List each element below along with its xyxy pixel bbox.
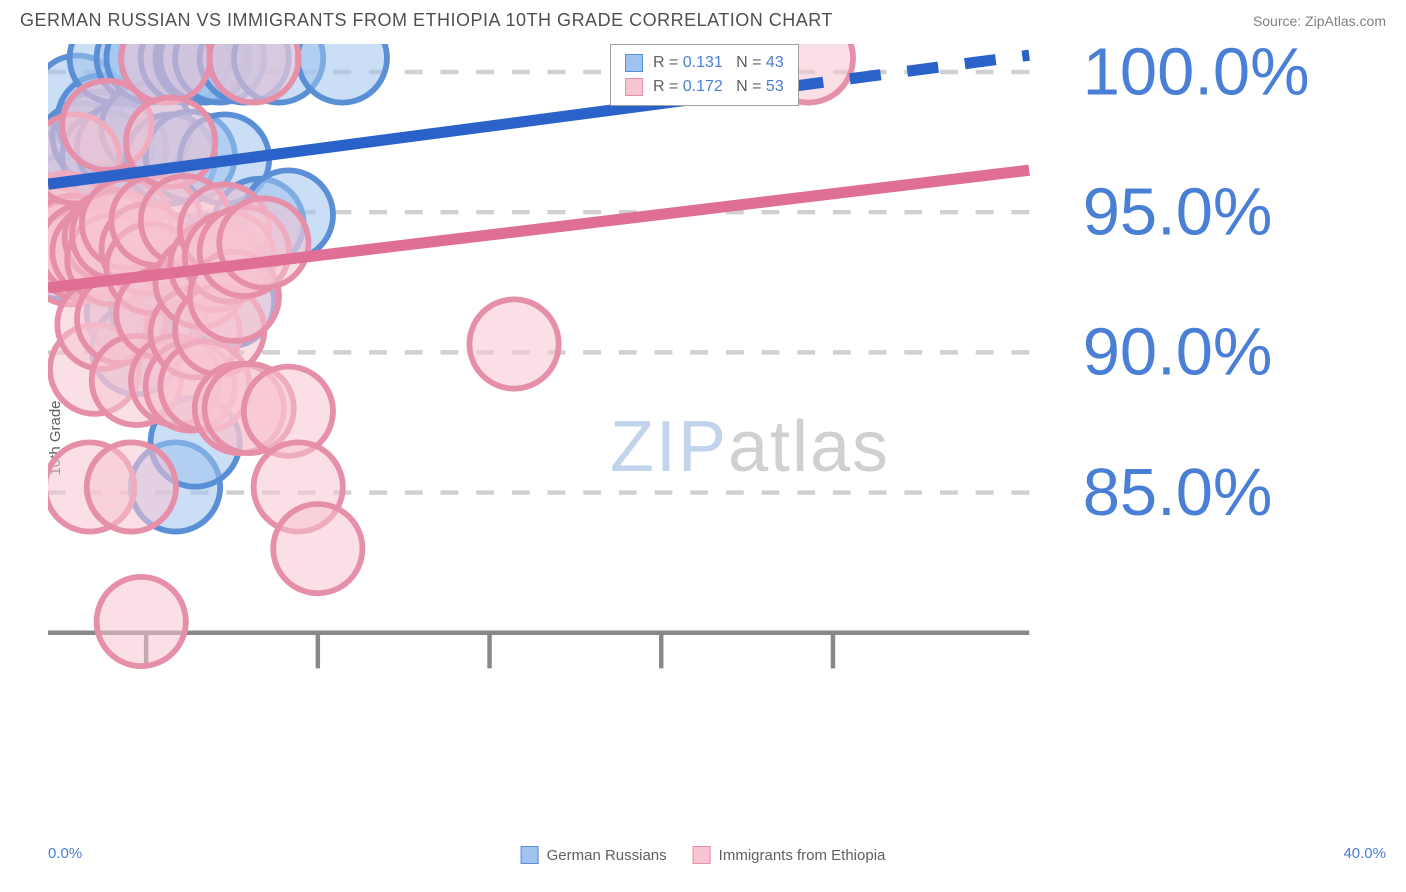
data-point bbox=[298, 44, 387, 103]
legend-row: R = 0.172 N = 53 bbox=[625, 75, 784, 99]
chart-title: GERMAN RUSSIAN VS IMMIGRANTS FROM ETHIOP… bbox=[20, 10, 833, 31]
legend-stats: R = 0.131 N = 43 bbox=[653, 51, 784, 75]
scatter-plot: 85.0% 90.0% 95.0% 100.0% bbox=[48, 44, 1386, 713]
data-point bbox=[469, 299, 558, 388]
source-label: Source: ZipAtlas.com bbox=[1253, 13, 1386, 29]
legend-swatch bbox=[693, 846, 711, 864]
legend-swatch bbox=[521, 846, 539, 864]
series-legend: German Russians Immigrants from Ethiopia bbox=[521, 846, 886, 864]
legend-label: German Russians bbox=[547, 847, 667, 864]
svg-text:100.0%: 100.0% bbox=[1083, 44, 1310, 109]
svg-text:95.0%: 95.0% bbox=[1083, 175, 1273, 250]
legend-item: German Russians bbox=[521, 846, 667, 864]
legend-swatch bbox=[625, 54, 643, 72]
correlation-legend: R = 0.131 N = 43R = 0.172 N = 53 bbox=[610, 44, 799, 106]
data-point bbox=[97, 577, 186, 666]
legend-row: R = 0.131 N = 43 bbox=[625, 51, 784, 75]
data-point bbox=[273, 504, 362, 593]
chart-area: 10th Grade 85.0%90.0%95.0%100.0% R = 0.1… bbox=[48, 44, 1386, 832]
legend-label: Immigrants from Ethiopia bbox=[719, 847, 886, 864]
legend-stats: R = 0.172 N = 53 bbox=[653, 75, 784, 99]
x-axis-max: 40.0% bbox=[1343, 845, 1386, 862]
svg-text:90.0%: 90.0% bbox=[1083, 315, 1273, 390]
svg-text:85.0%: 85.0% bbox=[1083, 455, 1273, 530]
data-point bbox=[87, 442, 176, 531]
chart-header: GERMAN RUSSIAN VS IMMIGRANTS FROM ETHIOP… bbox=[0, 0, 1406, 35]
data-point bbox=[219, 198, 308, 287]
x-axis-min: 0.0% bbox=[48, 845, 82, 862]
legend-swatch bbox=[625, 78, 643, 96]
legend-item: Immigrants from Ethiopia bbox=[693, 846, 886, 864]
